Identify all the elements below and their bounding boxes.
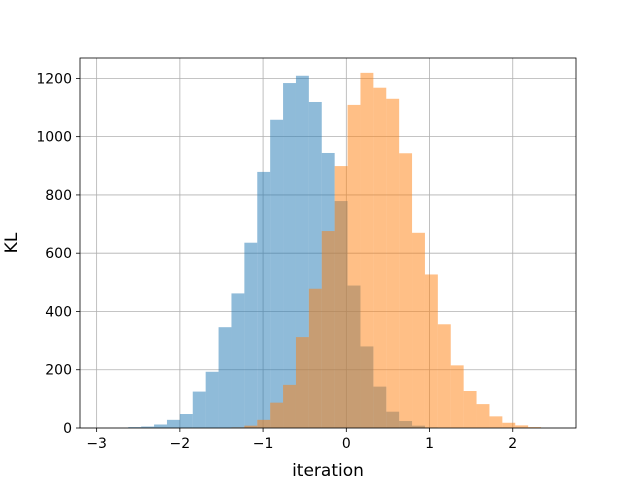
y-tick-label: 1200 <box>36 71 72 87</box>
histogram-bar-series-2 <box>515 425 529 428</box>
histogram-bar-series-2 <box>270 402 284 428</box>
histogram-bar-series-2 <box>437 324 451 428</box>
histogram-bar-series-2 <box>295 337 309 428</box>
histogram-bar-series-2 <box>244 425 258 428</box>
x-tick-label: −2 <box>170 436 191 452</box>
histogram-bar-series-1 <box>257 171 271 428</box>
histogram-bar-series-2 <box>399 153 413 429</box>
histogram-bar-series-2 <box>360 72 374 428</box>
histogram-bar-series-1 <box>179 414 193 428</box>
histogram-bar-series-2 <box>476 404 490 428</box>
histogram-bar-series-2 <box>334 166 348 428</box>
histogram-bar-series-2 <box>321 231 335 428</box>
histogram-bar-series-2 <box>283 384 296 428</box>
x-tick-label: 2 <box>508 436 517 452</box>
histogram-bar-series-2 <box>528 427 542 428</box>
grid <box>80 58 576 429</box>
histogram-bar-series-2 <box>386 98 400 428</box>
y-tick-label: 800 <box>45 188 72 204</box>
histogram-bar-series-2 <box>463 391 477 428</box>
histogram-bar-series-2 <box>347 104 361 428</box>
histogram-bar-series-1 <box>231 293 245 428</box>
plot-frame <box>79 57 577 429</box>
histogram-bar-series-1 <box>218 327 232 428</box>
y-tick-label: 200 <box>45 363 72 379</box>
histogram-bar-series-1 <box>283 83 296 428</box>
y-axis-label: KL <box>2 232 22 253</box>
histogram-bar-series-1 <box>192 391 206 428</box>
histogram-bar-series-2 <box>373 87 387 428</box>
y-tick-label: 1000 <box>36 130 72 146</box>
histogram-bar-series-2 <box>502 422 516 428</box>
histogram-bar-series-2 <box>424 274 438 428</box>
x-axis-label: iteration <box>292 461 364 480</box>
histogram-bar-series-1 <box>154 424 167 428</box>
histogram-bar-series-1 <box>141 426 155 428</box>
y-tick-label: 600 <box>45 246 72 262</box>
histogram-bar-series-2 <box>412 232 425 428</box>
x-tick-label: 1 <box>425 436 434 452</box>
x-tick-label: −3 <box>86 436 107 452</box>
y-tick-label: 400 <box>45 304 72 320</box>
histogram-bar-series-1 <box>205 371 219 428</box>
histogram-bar-series-1 <box>244 242 258 428</box>
histogram-bar-series-1 <box>128 427 142 428</box>
axis-ticks: −3 −2 −1 0 1 2 0 200 400 600 800 1000 1200 <box>36 71 517 452</box>
histogram-bar-series-2 <box>257 419 271 428</box>
histogram-bar-series-1 <box>166 419 180 428</box>
y-tick-label: 0 <box>63 421 72 437</box>
x-tick-label: 0 <box>342 436 351 452</box>
histogram-bars <box>128 72 542 429</box>
x-tick-label: −1 <box>253 436 274 452</box>
histogram-bar-series-2 <box>450 365 464 428</box>
histogram-bar-series-2 <box>308 288 322 428</box>
histogram-bar-series-1 <box>270 119 284 428</box>
histogram-bar-series-2 <box>489 416 503 428</box>
